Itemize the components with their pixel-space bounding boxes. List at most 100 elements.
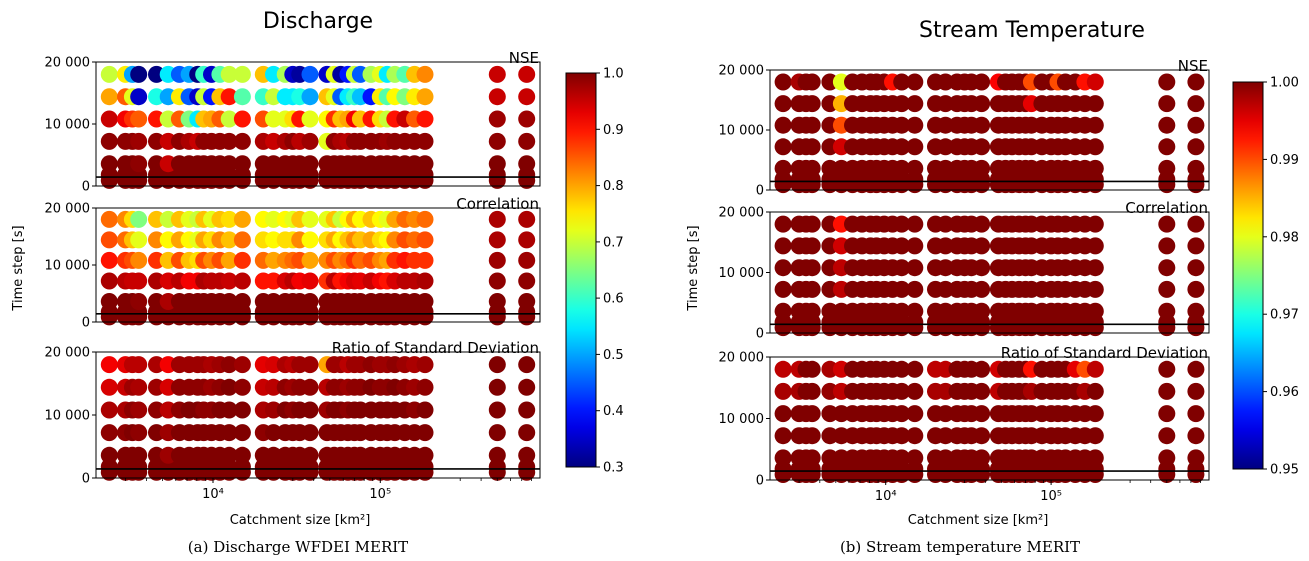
panel-b-subplots: NSE 0 10 000 20 000 Correlation 0 10 000 20 000…	[719, 57, 1210, 504]
y-tick-label: 10 000	[45, 259, 91, 274]
data-point	[803, 302, 821, 320]
data-point	[301, 65, 319, 83]
data-point	[488, 293, 506, 310]
data-point	[518, 210, 536, 228]
data-point	[148, 210, 165, 228]
colorbar-tick-label: 0.5	[603, 348, 624, 363]
data-point	[301, 110, 319, 128]
data-point	[774, 73, 792, 91]
data-point	[1086, 237, 1104, 255]
panel-a-ylabel: Time step [s]	[11, 225, 26, 311]
data-point	[416, 424, 434, 442]
data-point	[1187, 302, 1205, 320]
data-point	[1187, 360, 1205, 378]
panel-a-colorbar: 1.0 0.9 0.8 0.7 0.6 0.5 0.4 0.3	[565, 67, 624, 476]
data-point	[100, 251, 118, 269]
data-point	[774, 237, 792, 255]
y-tick-label: 20 000	[45, 346, 91, 361]
data-point	[518, 231, 536, 249]
data-point	[233, 272, 251, 290]
data-point	[1187, 449, 1205, 467]
x-tick-label: 10⁴	[875, 489, 897, 504]
data-point	[893, 382, 911, 400]
data-point	[973, 73, 991, 91]
subplot-title: Correlation	[1125, 199, 1208, 217]
data-point	[774, 215, 792, 233]
data-point	[233, 231, 251, 249]
data-point	[416, 272, 434, 290]
data-point	[906, 215, 924, 233]
data-point	[220, 210, 238, 228]
y-tick-label: 20 000	[719, 351, 765, 366]
data-point	[1086, 405, 1104, 423]
data-point	[100, 293, 118, 310]
data-point	[1086, 382, 1104, 400]
data-point	[518, 356, 536, 374]
data-point	[518, 110, 536, 128]
subplot-2: Correlation 0 10 000 20 000	[45, 195, 541, 331]
data-point	[488, 132, 506, 150]
data-point	[803, 427, 821, 445]
data-point	[265, 110, 282, 128]
data-point	[1086, 159, 1104, 177]
data-point	[906, 449, 924, 467]
subplot-3: Ratio of Standard Deviation 0 10 000 20 000…	[45, 339, 541, 502]
data-point	[906, 237, 924, 255]
data-point	[893, 138, 911, 156]
data-point	[220, 110, 238, 128]
colorbar-gradient	[1232, 81, 1264, 470]
data-point	[893, 159, 911, 177]
data-point	[893, 259, 911, 277]
data-point	[148, 356, 165, 374]
data-point	[906, 302, 924, 320]
panel-a-caption: (a) Discharge WFDEI MERIT	[188, 538, 408, 556]
data-point	[100, 272, 118, 290]
data-point	[1158, 159, 1176, 177]
data-point	[1158, 427, 1176, 445]
data-point	[803, 159, 821, 177]
data-point	[973, 280, 991, 298]
data-point	[301, 251, 319, 269]
data-point	[1086, 138, 1104, 156]
panel-b-title: Stream Temperature	[919, 18, 1145, 43]
data-point	[973, 427, 991, 445]
data-point	[1158, 302, 1176, 320]
data-point	[1187, 237, 1205, 255]
y-tick-label: 10 000	[45, 118, 91, 133]
data-point	[265, 210, 282, 228]
data-point	[518, 132, 536, 150]
data-point	[416, 155, 434, 173]
data-point	[100, 378, 118, 396]
data-point	[488, 251, 506, 269]
data-point	[220, 424, 238, 442]
data-point	[416, 231, 434, 249]
data-point	[265, 88, 282, 106]
y-tick-label: 0	[82, 316, 90, 331]
data-point	[1158, 138, 1176, 156]
data-point	[100, 132, 118, 150]
data-point	[130, 155, 148, 173]
data-point	[973, 302, 991, 320]
data-point	[265, 272, 282, 290]
data-point	[906, 159, 924, 177]
data-point	[488, 272, 506, 290]
data-point	[906, 95, 924, 113]
data-point	[1187, 95, 1205, 113]
data-point	[265, 231, 282, 249]
colorbar-tick-label: 0.8	[603, 179, 624, 194]
data-point	[220, 231, 238, 249]
data-point	[774, 116, 792, 134]
data-point	[803, 116, 821, 134]
data-point	[220, 88, 238, 106]
data-point	[774, 405, 792, 423]
data-point	[265, 424, 282, 442]
data-point	[301, 446, 319, 464]
data-point	[233, 65, 251, 83]
colorbar-tick-label: 0.7	[603, 235, 624, 250]
data-point	[518, 88, 536, 106]
data-point	[265, 155, 282, 173]
data-point	[518, 293, 536, 310]
data-point	[803, 259, 821, 277]
data-point	[774, 302, 792, 320]
data-point	[803, 449, 821, 467]
